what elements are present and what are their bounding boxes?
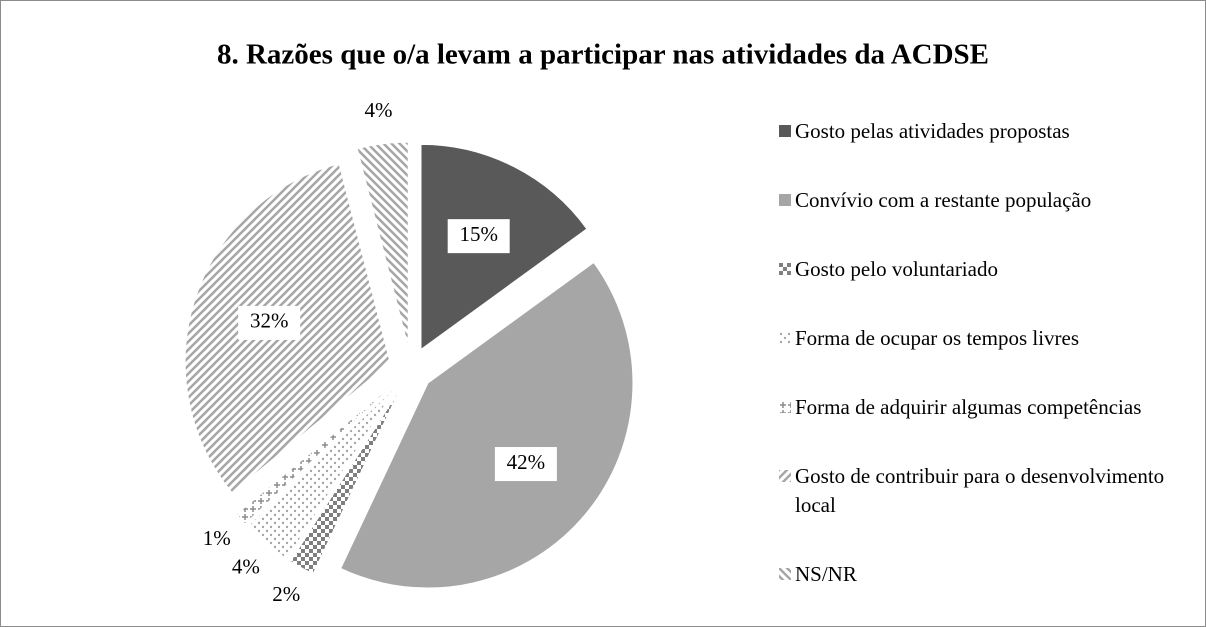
legend-entry: Convívio com a restante população (779, 186, 1169, 215)
legend-swatch (779, 332, 791, 344)
legend-swatch-fill (779, 470, 791, 482)
legend-entry: Gosto de contribuir para o desenvolvimen… (779, 462, 1169, 520)
legend-swatch (779, 568, 791, 580)
legend-entry: Gosto pelas atividades propostas (779, 117, 1169, 146)
data-label: 4% (232, 554, 260, 578)
legend-swatch-fill (779, 263, 791, 275)
legend-swatch (779, 125, 791, 137)
data-label: 4% (365, 98, 393, 122)
legend-swatch-fill (779, 194, 791, 206)
pie-slice (289, 388, 401, 575)
pie-slice (340, 261, 634, 589)
legend-swatch-fill (779, 568, 791, 580)
data-label: 32% (250, 309, 289, 333)
legend-label: Forma de adquirir algumas competências (795, 395, 1142, 419)
pie-slice (235, 383, 395, 525)
legend-label: Forma de ocupar os tempos livres (795, 326, 1080, 350)
data-label-box (238, 305, 301, 340)
legend-label: Convívio com a restante população (795, 188, 1092, 212)
data-label: 15% (459, 222, 498, 246)
legend-swatch (779, 194, 791, 206)
legend-label: NS/NR (795, 562, 857, 586)
legend: Gosto pelas atividades propostas Convívio… (779, 117, 1169, 626)
legend-swatch (779, 470, 791, 482)
legend-entry: Gosto pelo voluntariado (779, 255, 1169, 284)
legend-entry: NS/NR (779, 560, 1169, 589)
legend-swatch-fill (779, 125, 791, 137)
pie-slice (356, 141, 409, 348)
data-label: 1% (203, 526, 231, 550)
legend-entry: Forma de ocupar os tempos livres (779, 324, 1169, 353)
legend-swatch (779, 263, 791, 275)
legend-swatch-fill (779, 401, 791, 413)
legend-swatch-fill (779, 332, 791, 344)
data-label: 2% (272, 582, 300, 606)
chart-title: 8. Razões que o/a levam a participar nas… (217, 39, 989, 71)
data-label: 42% (507, 450, 546, 474)
pie-slice (246, 385, 398, 560)
legend-entry: Forma de adquirir algumas competências (779, 393, 1169, 422)
data-label-box (494, 447, 557, 482)
data-label-box (447, 219, 510, 254)
legend-label: Gosto de contribuir para o desenvolvimen… (795, 464, 1165, 517)
legend-swatch (779, 401, 791, 413)
legend-label: Gosto pelas atividades propostas (795, 119, 1070, 143)
legend-label: Gosto pelo voluntariado (795, 257, 998, 281)
